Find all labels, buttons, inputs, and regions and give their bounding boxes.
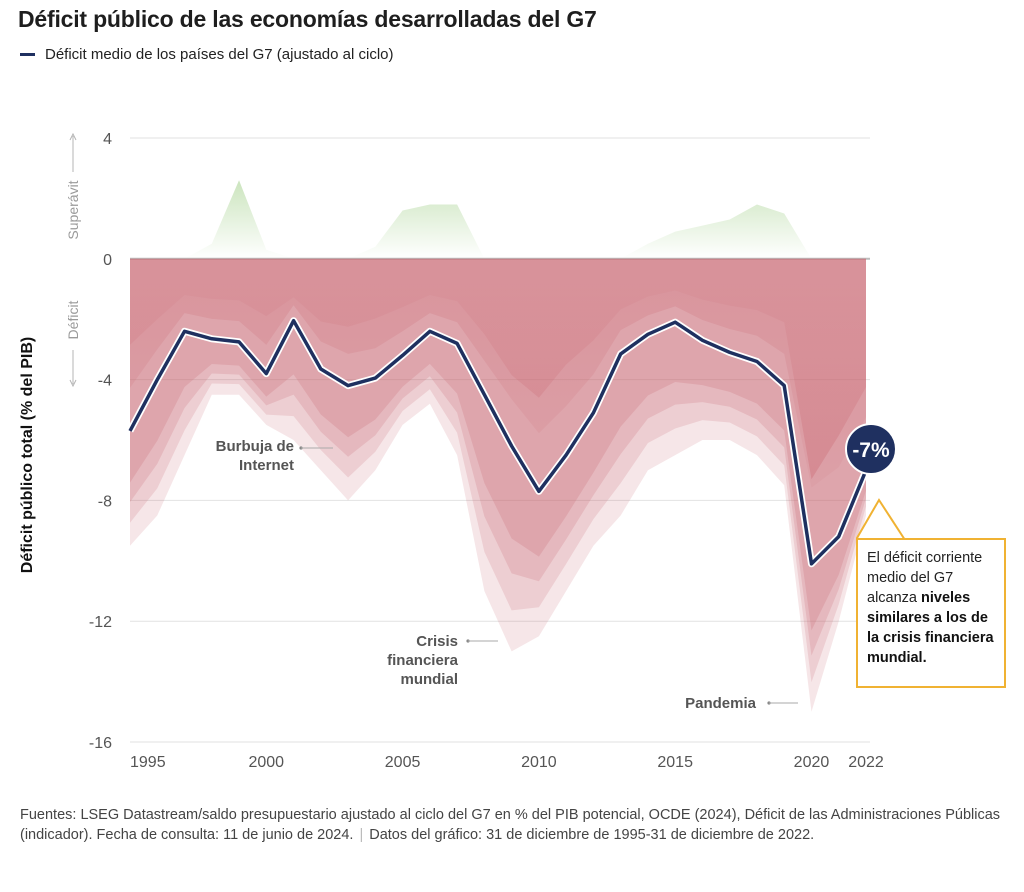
y-tick-label: -4	[98, 373, 112, 390]
annotation-pandemic-line: Pandemia	[685, 695, 757, 712]
x-tick-label: 2005	[385, 754, 421, 771]
axis-arrows	[69, 132, 77, 388]
arrow-up-icon	[69, 132, 77, 141]
y-tick-label: 4	[103, 131, 112, 148]
x-tick-label: 2015	[657, 754, 693, 771]
surplus-area	[130, 180, 866, 259]
callout-bold-text: niveles similares a los de la crisis fin…	[867, 590, 994, 666]
annotation-gfc: Crisis financiera mundial	[387, 633, 498, 688]
x-tick-label: 2020	[794, 754, 830, 771]
annotation-gfc-line: mundial	[400, 671, 458, 688]
deficit-core-band	[130, 258, 866, 488]
annotation-gfc-line: financiera	[387, 652, 459, 669]
footer-sources: Fuentes: LSEG Datastream/saldo presupues…	[20, 807, 1001, 843]
y-tick-label: -8	[98, 493, 112, 510]
footer-separator: |	[359, 827, 364, 843]
x-tick-label: 2000	[248, 754, 284, 771]
y-tick-label: -12	[89, 614, 112, 631]
deficit-band-layer-0	[130, 258, 866, 712]
annotation-dotcom: Burbuja de Internet	[216, 438, 333, 474]
legend-line-swatch	[20, 53, 35, 56]
series-line-group	[126, 317, 870, 568]
arrow-down-icon	[69, 379, 77, 388]
y-tick-label: 0	[103, 252, 112, 269]
deficit-band-layer-1	[130, 258, 866, 683]
x-tick-label: 2010	[521, 754, 557, 771]
annotation-gfc-line: Crisis	[416, 633, 458, 650]
annotation-dotcom-line: Burbuja de	[216, 438, 294, 455]
y-tick-label: -16	[89, 735, 112, 752]
annotations: Burbuja de Internet Crisis financiera mundia…	[216, 438, 798, 712]
chart-title: Déficit público de las economías desarro…	[18, 6, 597, 32]
last-value-badge	[845, 423, 897, 475]
footer-data-range: Datos del gráfico: 31 de diciembre de 19…	[369, 827, 815, 843]
last-value-badge-text: -7%	[852, 439, 890, 462]
chart-canvas: 4 0 -4 -8 -12 -16 1995 2000 2005 2010 2015 2020 202…	[69, 131, 906, 771]
callout-text: El déficit corriente medio del G7 alcanz…	[867, 550, 983, 606]
legend-label: Déficit medio de los países del G7 (ajus…	[45, 46, 394, 63]
x-tick-labels: 1995 2000 2005 2010 2015 2020 2022	[130, 754, 884, 771]
legend: Déficit medio de los países del G7 (ajus…	[20, 46, 394, 63]
y-tick-labels: 4 0 -4 -8 -12 -16	[89, 131, 112, 752]
annotation-dotcom-line: Internet	[239, 457, 294, 474]
last-value-badge-group: -7%	[845, 423, 906, 541]
series-line	[128, 318, 868, 566]
footer: Fuentes: LSEG Datastream/saldo presupues…	[20, 805, 1010, 845]
annotation-pandemic: Pandemia	[685, 695, 798, 712]
callout-box: El déficit corriente medio del G7 alcanz…	[856, 538, 1006, 688]
x-tick-label: 1995	[130, 754, 166, 771]
x-tick-label: 2022	[848, 754, 884, 771]
